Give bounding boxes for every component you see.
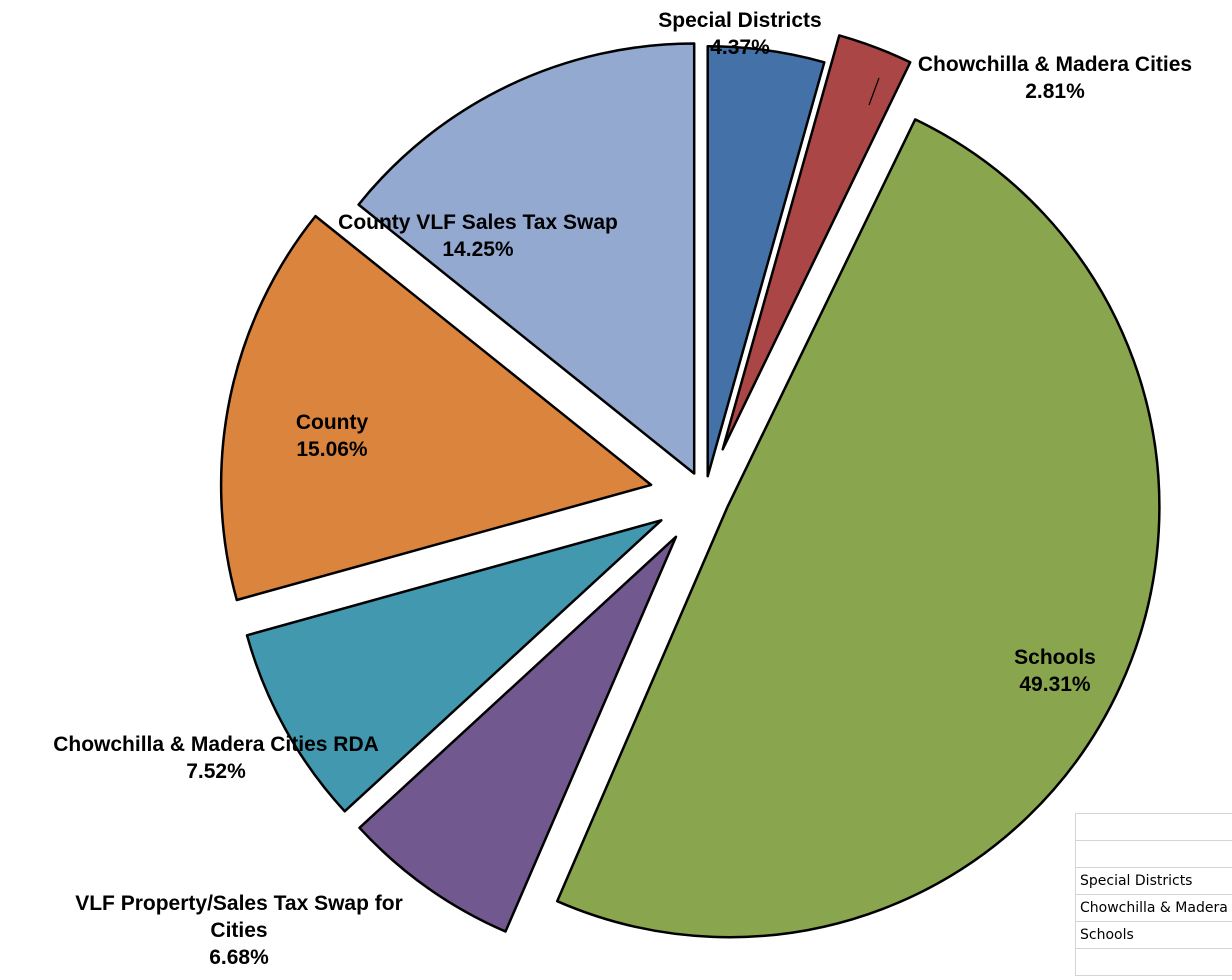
sheet-row: Chowchilla & Madera Cities [1074,894,1232,922]
slice-vlf-property-sales-tax-swap-for-cities [358,535,678,933]
slice-county [219,214,653,602]
sheet-row [1074,840,1232,868]
sheet-cell[interactable]: Schools [1074,921,1232,949]
sheet-cell[interactable] [1074,948,1232,976]
data-label-schools: Schools 49.31% [1014,646,1096,696]
sheet-row: Special Districts [1074,867,1232,895]
sheet-cell[interactable]: Chowchilla & Madera Cities [1074,894,1232,922]
slice-special-districts [706,44,826,478]
sheet-row: Schools [1074,921,1232,949]
leader-line-chowchilla-madera-cities [868,77,880,106]
sheet-row [1074,948,1232,976]
sheet-row [1074,813,1232,841]
data-label-vlf-property-sales-tax-swap-for-cities: VLF Property/Sales Tax Swap for Cities 6.6… [75,892,403,969]
data-labels: Special Districts 4.37% Chowchilla & Mader… [53,9,1192,969]
slice-chowchilla-madera-cities-rda [245,519,663,813]
slice-schools [555,118,1161,939]
sheet-cell[interactable]: Special Districts [1074,867,1232,895]
sheet-cell[interactable] [1074,840,1232,868]
slice-county-vlf-sales-tax-swap [357,42,696,475]
slice-chowchilla-madera-cities [721,34,912,451]
data-label-special-districts: Special Districts 4.37% [658,9,821,59]
data-label-county: County 15.06% [296,411,369,461]
sheet-cell[interactable] [1074,813,1232,841]
data-label-chowchilla-madera-cities: Chowchilla & Madera Cities 2.81% [918,53,1192,103]
pie-slices [219,34,1161,939]
data-label-chowchilla-madera-cities-rda: Chowchilla & Madera Cities RDA 7.52% [53,733,379,783]
data-label-county-vlf-sales-tax-swap: County VLF Sales Tax Swap 14.25% [338,211,618,261]
